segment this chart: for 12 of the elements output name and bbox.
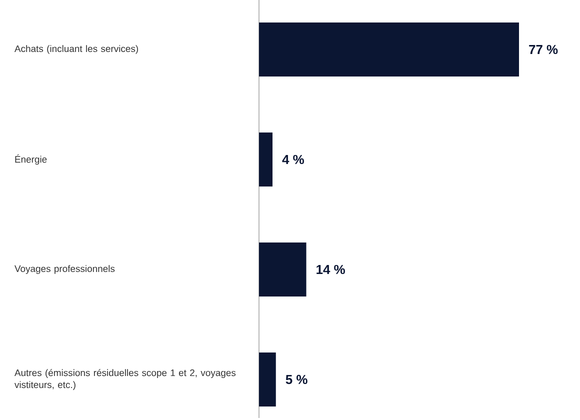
bar (258, 242, 306, 297)
data-label: 4 % (282, 154, 304, 164)
data-label: 14 % (316, 264, 345, 274)
bar (258, 132, 273, 187)
bar (258, 352, 276, 407)
y-tick-label: Voyages professionnels (14, 265, 115, 274)
y-tick-label: Énergie (15, 154, 47, 165)
data-label: 5 % (286, 374, 308, 384)
bar (258, 22, 519, 77)
y-tick-label: Autres (émissions résiduelles scope 1 et 2, voyages vistiteurs, etc.) (14, 369, 236, 390)
data-label: 77 % (529, 44, 558, 54)
y-tick-label: Achats (incluant les services) (14, 45, 138, 54)
